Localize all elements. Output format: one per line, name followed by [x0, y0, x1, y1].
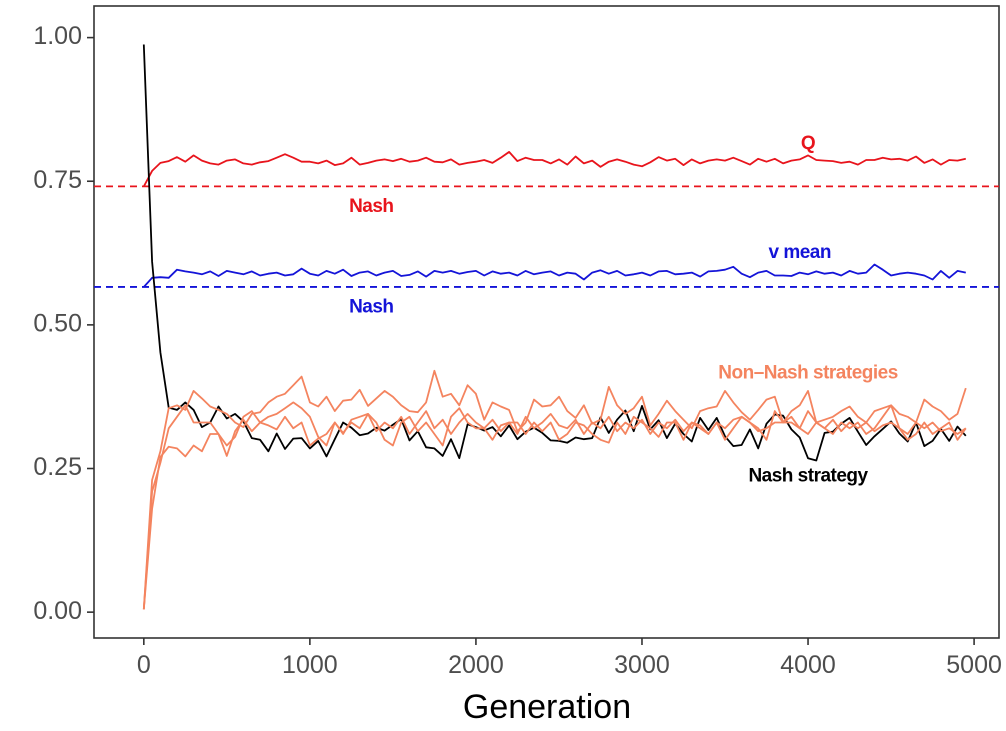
y-axis: 0.00 0.25 0.50 0.75 1.00	[33, 22, 94, 625]
series-line-4	[142, 410, 967, 610]
series-line-2	[142, 44, 967, 462]
x-tick-label-0: 0	[137, 651, 151, 679]
annotation-0: Q	[801, 133, 815, 154]
annotation-1: Nash	[349, 196, 393, 217]
x-tick-label-4: 4000	[780, 651, 836, 679]
series-line-5	[142, 401, 967, 610]
series-annotations: Q Nash v mean Nash Non–Nash strategies Nash s…	[349, 133, 898, 487]
y-tick-label-0: 0.00	[33, 597, 82, 625]
nash-reference-lines	[94, 185, 999, 288]
y-tick-label-2: 0.50	[33, 309, 82, 337]
series-line-0	[143, 150, 966, 187]
x-tick-label-3: 3000	[614, 651, 670, 679]
annotation-4: Non–Nash strategies	[718, 363, 898, 384]
annotation-2: v mean	[768, 242, 830, 263]
x-tick-label-1: 1000	[282, 651, 338, 679]
y-tick-label-3: 0.75	[33, 166, 82, 194]
x-axis: 0 1000 2000 3000 4000 5000	[137, 638, 1002, 679]
y-tick-label-4: 1.00	[33, 22, 82, 50]
y-tick-label-1: 0.25	[33, 453, 82, 481]
x-tick-label-2: 2000	[448, 651, 504, 679]
x-tick-label-5: 5000	[946, 651, 1002, 679]
series-line-1	[143, 263, 966, 288]
annotation-5: Nash strategy	[748, 466, 868, 487]
annotation-3: Nash	[349, 297, 393, 318]
x-axis-title: Generation	[463, 688, 631, 726]
plot-panel	[93, 5, 1000, 639]
series-line-3	[142, 369, 967, 610]
series-lines	[142, 44, 967, 610]
